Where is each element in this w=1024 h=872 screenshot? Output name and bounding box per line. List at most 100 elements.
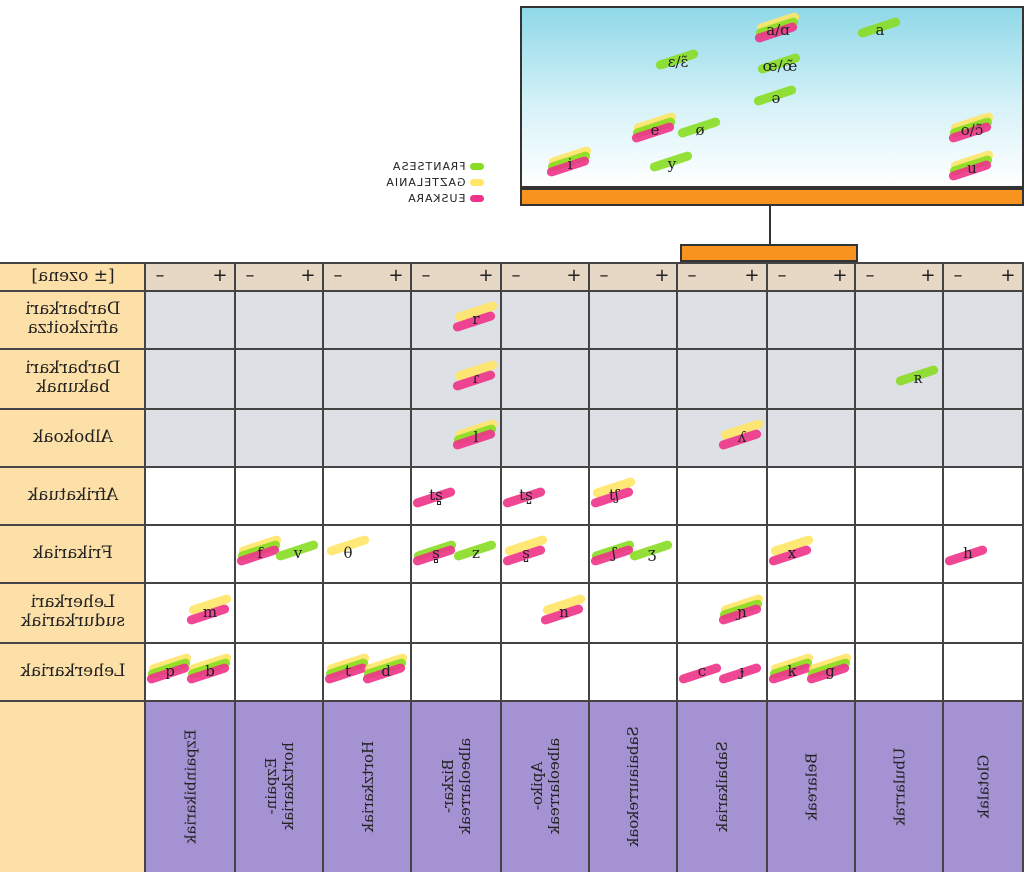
sign-minus: – bbox=[333, 265, 343, 286]
row-label: Albokoak bbox=[33, 426, 113, 447]
consonant-mark: θ bbox=[325, 534, 371, 564]
consonant-mark-symbol: f bbox=[257, 544, 263, 562]
place-label-text: Ezpainbikariak bbox=[181, 728, 200, 844]
sign-plus: + bbox=[1000, 265, 1016, 286]
consonant-mark-symbol: ɲ bbox=[737, 603, 747, 621]
consonant-mark: s̺ bbox=[501, 534, 549, 567]
consonant-mark-symbol: s̻ bbox=[432, 544, 440, 562]
consonant-mark-symbol: v bbox=[293, 544, 303, 562]
grid-line bbox=[0, 348, 1024, 350]
consonant-mark-symbol: d bbox=[381, 662, 391, 680]
sign-plus: + bbox=[388, 265, 404, 286]
consonant-mark: v bbox=[274, 539, 320, 564]
consonant-mark-symbol: ɾ bbox=[472, 369, 480, 387]
grid-line bbox=[0, 466, 1024, 468]
sign-minus: – bbox=[599, 265, 609, 286]
vowel-mark-symbol: y bbox=[667, 155, 677, 173]
vowel-box-base bbox=[520, 188, 1024, 206]
consonant-mark: h bbox=[943, 542, 989, 567]
consonant-mark: c bbox=[677, 660, 723, 685]
grid-line bbox=[0, 290, 1024, 292]
vowel-mark-symbol: i bbox=[567, 155, 573, 173]
consonant-mark: ʀ bbox=[894, 364, 940, 389]
place-label: Apiko- albeolarreak bbox=[502, 700, 590, 872]
consonant-mark-symbol: c bbox=[697, 662, 707, 680]
legend: FRANTSESA GAZTELANIA EUSKARA bbox=[354, 160, 484, 212]
consonant-mark-symbol: x bbox=[787, 544, 797, 562]
place-label-text: Bizkar- albeolarreak bbox=[439, 737, 474, 835]
connector-bar bbox=[680, 244, 858, 262]
sign-plus: + bbox=[300, 265, 316, 286]
vowel-mark-symbol: u bbox=[967, 159, 977, 177]
place-label: Ezpainbikariak bbox=[146, 700, 236, 872]
place-label-text: Sabaiaurrekoak bbox=[624, 725, 643, 847]
header-band bbox=[146, 262, 1024, 290]
consonant-mark-symbol: h bbox=[963, 544, 973, 562]
consonant-mark-symbol: b bbox=[205, 662, 215, 680]
consonant-mark: ɾ bbox=[451, 359, 499, 392]
sign-plus: + bbox=[212, 265, 228, 286]
consonant-mark-symbol: z bbox=[472, 544, 480, 562]
sign-minus: – bbox=[511, 265, 521, 286]
consonant-mark-symbol: p bbox=[165, 662, 175, 680]
place-label: Sabaikariak bbox=[678, 700, 768, 872]
sign-plus: + bbox=[920, 265, 936, 286]
vowel-mark-symbol: a/ɑ bbox=[766, 21, 790, 39]
consonant-mark: ʃ bbox=[589, 539, 636, 567]
sign-plus: + bbox=[566, 265, 582, 286]
legend-item: EUSKARA bbox=[407, 192, 484, 205]
vowel-mark-symbol: ə bbox=[771, 89, 781, 107]
consonant-mark: ʎ bbox=[717, 418, 765, 451]
grid-line bbox=[0, 642, 1024, 644]
legend-swatch bbox=[470, 163, 484, 170]
legend-item: FRANTSESA bbox=[392, 160, 484, 173]
consonant-mark-symbol: ʃ bbox=[611, 544, 617, 562]
consonant-mark-symbol: m bbox=[202, 603, 218, 621]
sign-minus: – bbox=[865, 265, 875, 286]
consonant-mark: s̻ bbox=[411, 539, 458, 567]
consonant-mark-symbol: s̺ bbox=[522, 544, 530, 562]
place-label-text: Apiko- albeolarreak bbox=[528, 737, 563, 835]
place-label-text: Ezpain- hortzkariak bbox=[262, 742, 297, 830]
consonant-mark-symbol: ʒ bbox=[647, 544, 657, 562]
consonant-mark-symbol: ts̻ bbox=[429, 486, 443, 504]
place-label: Glotalak bbox=[944, 700, 1024, 872]
row-label: Leherkari sudurkariak bbox=[20, 592, 126, 631]
row-label: Leherkariak bbox=[20, 660, 126, 681]
vowel-mark-symbol: ø bbox=[695, 121, 705, 139]
row-label: Darbarkari bakunak bbox=[25, 358, 121, 397]
consonant-mark: tʃ bbox=[589, 476, 637, 509]
vowel-mark-symbol: o/ɔ̃ bbox=[960, 121, 984, 139]
vowel-mark: œ/œ̃ bbox=[756, 52, 802, 77]
legend-label: FRANTSESA bbox=[391, 160, 466, 173]
vowel-mark-symbol: œ/œ̃ bbox=[762, 57, 798, 75]
consonant-mark-symbol: ɟ bbox=[739, 662, 745, 680]
sign-minus: – bbox=[421, 265, 431, 286]
consonant-mark: ts̻ bbox=[411, 484, 457, 509]
vowel-mark-symbol: a bbox=[875, 21, 885, 39]
place-label-text: Sabaikariak bbox=[713, 740, 732, 832]
sign-minus: – bbox=[245, 265, 255, 286]
consonant-mark-symbol: θ bbox=[343, 544, 353, 562]
sign-minus: – bbox=[687, 265, 697, 286]
sign-minus: – bbox=[953, 265, 963, 286]
sign-plus: + bbox=[832, 265, 848, 286]
place-label-text: Ubularrak bbox=[890, 746, 909, 826]
place-label: Bizkar- albeolarreak bbox=[412, 700, 502, 872]
consonant-mark: l bbox=[451, 418, 499, 451]
consonant-mark-symbol: n bbox=[559, 603, 569, 621]
consonant-mark-symbol: ʎ bbox=[737, 428, 747, 446]
consonant-mark: ts̺ bbox=[501, 484, 547, 509]
consonant-mark-symbol: ts̺ bbox=[519, 486, 533, 504]
place-label-text: Hortzkariak bbox=[358, 740, 377, 832]
consonant-mark: ɟ bbox=[717, 660, 763, 685]
consonant-mark-symbol: l bbox=[473, 428, 479, 446]
consonant-mark: d bbox=[361, 652, 409, 685]
grey-band bbox=[146, 290, 1024, 466]
place-label: Ubularrak bbox=[856, 700, 944, 872]
row-label: Afrikatuak bbox=[27, 484, 119, 505]
vowel-mark: a/ɑ bbox=[753, 11, 801, 44]
consonant-mark: x bbox=[767, 534, 815, 567]
sign-plus: + bbox=[744, 265, 760, 286]
